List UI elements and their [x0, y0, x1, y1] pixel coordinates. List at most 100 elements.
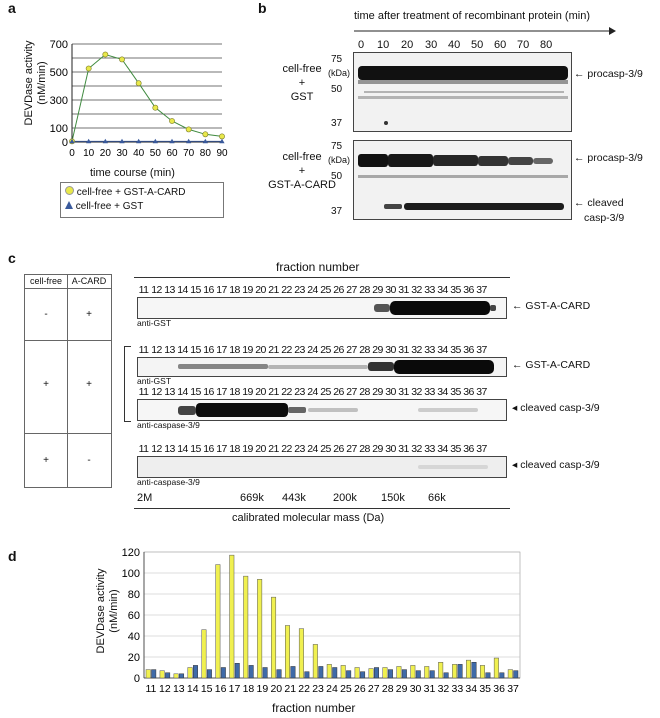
x-tick-label: 60 — [166, 148, 178, 159]
bar-series-2 — [220, 667, 226, 679]
x-tick-label: 32 — [438, 683, 450, 695]
x-tick-label: 30 — [410, 683, 422, 695]
data-point-gst-acard — [152, 104, 159, 111]
bar-series-2 — [262, 667, 268, 679]
fraction-number: 32 — [411, 443, 422, 455]
kda-marker-75-top: 75 — [331, 54, 343, 65]
fraction-row-4: 11 12 13 14 15 16 17 18 19 20 21 22 23 24 25 26 27 28 29 30… — [137, 443, 488, 455]
fraction-number: 35 — [450, 386, 461, 398]
antibody-label: anti-GST — [137, 376, 172, 386]
fraction-number: 30 — [385, 443, 396, 455]
fraction-number: 33 — [424, 284, 435, 296]
blot-label-1: ← GST-A-CARD — [512, 300, 590, 312]
panel-b-time-arrow — [354, 27, 616, 35]
fraction-number: 30 — [385, 284, 396, 296]
blot-c3 — [137, 399, 507, 421]
blot-c4 — [137, 456, 507, 478]
x-tick-label: 13 — [173, 683, 185, 695]
bar-series-1 — [173, 673, 179, 679]
fraction-number: 16 — [203, 443, 214, 455]
panel-b-header: time after treatment of recombinant prot… — [354, 10, 590, 22]
bar-series-1 — [326, 664, 332, 679]
bar-series-2 — [471, 662, 477, 679]
panel-a-legend: cell-free + GST-A-CARD cell-free + GST — [60, 182, 224, 218]
fraction-number: 19 — [242, 284, 253, 296]
time-label: 60 — [494, 39, 507, 51]
table-col-divider — [67, 275, 68, 487]
fraction-number: 12 — [151, 284, 162, 296]
bar-series-2 — [346, 670, 352, 679]
fraction-number: 24 — [307, 386, 318, 398]
arrow-left-icon: ← — [574, 197, 585, 209]
band-label-procasp-bottom-text: procasp-3/9 — [587, 152, 643, 164]
fraction-number: 34 — [437, 344, 448, 356]
fraction-number: 37 — [476, 344, 487, 356]
fraction-number: 16 — [203, 284, 214, 296]
panel-c-title: fraction number — [276, 260, 360, 274]
data-point-gst — [219, 138, 225, 144]
blot-label-4-text: cleaved casp-3/9 — [520, 459, 600, 471]
blot-c2 — [137, 357, 507, 377]
fraction-number: 27 — [346, 284, 357, 296]
bar-series-2 — [290, 666, 296, 679]
x-tick-label: 35 — [479, 683, 491, 695]
bar-series-2 — [192, 665, 198, 679]
fraction-number: 29 — [372, 386, 383, 398]
fraction-number: 27 — [346, 443, 357, 455]
mass-marker: 443k — [282, 492, 306, 504]
bar-series-1 — [285, 625, 290, 679]
table-cell: + — [43, 455, 49, 466]
fraction-number: 11 — [138, 443, 149, 455]
x-tick-label: 18 — [243, 683, 255, 695]
x-tick-label: 14 — [187, 683, 199, 695]
fraction-number: 29 — [372, 443, 383, 455]
arrow-left-icon: ← — [574, 68, 585, 80]
data-point-gst-acard — [202, 131, 209, 138]
time-label: 0 — [358, 39, 365, 51]
data-point-gst — [119, 138, 125, 144]
fraction-number: 19 — [242, 344, 253, 356]
bar-series-2 — [360, 671, 366, 679]
fraction-number: 36 — [463, 443, 474, 455]
fraction-number: 14 — [177, 386, 188, 398]
fraction-number: 34 — [437, 284, 448, 296]
fraction-number: 28 — [359, 386, 370, 398]
panel-a-ylabel-line1: DEVDase activity — [23, 40, 35, 126]
panel-c-letter: c — [8, 250, 16, 266]
x-tick-label: 33 — [451, 683, 463, 695]
legend-item-1: cell-free + GST-A-CARD — [65, 186, 185, 198]
cond-acard-line3: GST-A-CARD — [268, 179, 336, 191]
antibody-label: anti-caspase-3/9 — [137, 420, 200, 430]
fraction-number: 13 — [164, 344, 175, 356]
bar-series-1 — [452, 664, 458, 679]
bar-series-1 — [271, 596, 277, 679]
fraction-number: 14 — [177, 284, 188, 296]
legend-label-1: cell-free + GST-A-CARD — [76, 187, 186, 198]
fraction-number: 27 — [346, 386, 357, 398]
time-label: 50 — [471, 39, 484, 51]
data-point-gst-acard — [185, 126, 192, 133]
fraction-number: 21 — [268, 443, 279, 455]
blot-c4-bands — [418, 465, 488, 469]
fraction-number: 30 — [385, 344, 396, 356]
fraction-number: 16 — [203, 344, 214, 356]
fraction-number: 22 — [281, 344, 292, 356]
fraction-number: 18 — [229, 344, 240, 356]
bar-series-1 — [382, 667, 388, 679]
data-point-gst-acard — [219, 133, 225, 140]
fraction-row-2: 11 12 13 14 15 16 17 18 19 20 21 22 23 24 25 26 27 28 29 30… — [137, 344, 488, 356]
x-tick-label: 20 — [100, 148, 112, 159]
fraction-number: 31 — [398, 284, 409, 296]
panel-d-xlabel: fraction number — [272, 701, 356, 715]
mass-axis-label: calibrated molecular mass (Da) — [232, 512, 385, 524]
fraction-number: 17 — [216, 344, 227, 356]
mass-axis-rule — [134, 508, 510, 509]
bar-series-2 — [387, 669, 393, 679]
x-tick-label: 17 — [229, 683, 241, 695]
blot-gst-time — [353, 52, 572, 132]
bar-series-2 — [304, 671, 310, 679]
fraction-number: 20 — [255, 386, 266, 398]
table-cell: + — [86, 309, 92, 320]
fraction-number: 14 — [177, 344, 188, 356]
data-point-gst — [202, 138, 208, 144]
